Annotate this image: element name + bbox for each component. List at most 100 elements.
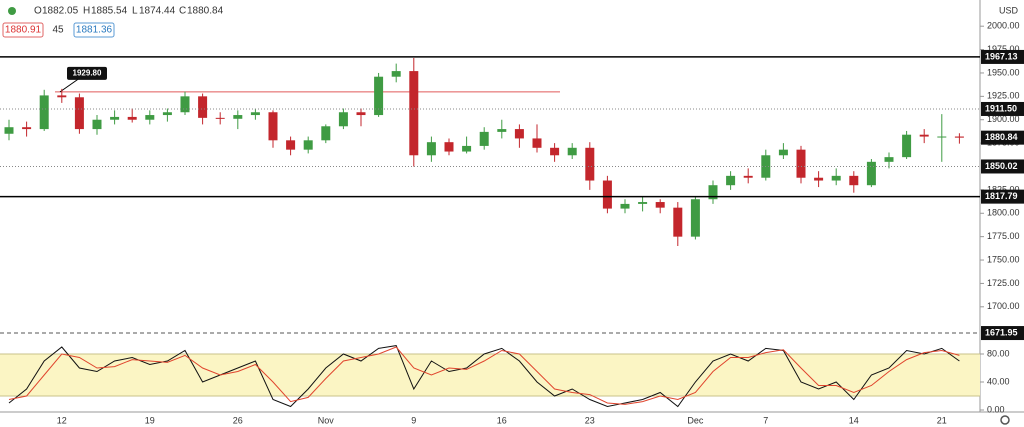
price-tag-label: 1850.02 [985, 161, 1018, 171]
spread: 45 [52, 25, 64, 36]
candle-body [303, 140, 313, 150]
candle-body [92, 119, 102, 130]
y-tick-label: 1725.00 [987, 278, 1020, 288]
y-tick-label: 2000.00 [987, 21, 1020, 31]
candle-body [620, 203, 630, 209]
oscillator-line [8, 345, 960, 408]
price-tag [981, 326, 1024, 341]
candle-body [638, 202, 648, 204]
candle-body [356, 112, 366, 116]
status-dot [8, 7, 16, 15]
gear[interactable] [1000, 415, 1010, 425]
ohlc-value: 1882.05 [42, 6, 79, 17]
price-tag [981, 130, 1024, 145]
candle-body [831, 175, 841, 181]
candle-body [514, 129, 524, 139]
currency: USD [999, 5, 1019, 15]
candle-body [708, 185, 718, 200]
candle-body [215, 117, 225, 119]
ask-box[interactable] [73, 22, 115, 38]
price-tag-label: 1671.95 [985, 327, 1018, 337]
annotation-label: 1929.80 [73, 68, 102, 77]
candle-body [374, 76, 384, 116]
price-tag [981, 49, 1024, 64]
candle-body [462, 145, 472, 152]
ohlc-key: H [83, 6, 90, 17]
x-tick-label: Dec [687, 415, 704, 425]
x-tick-label: 7 [763, 415, 768, 425]
candle-body [198, 96, 208, 118]
price-tag-label: 1911.50 [985, 103, 1017, 113]
price-tag-label: 1967.13 [985, 51, 1018, 61]
candle-body [849, 175, 859, 186]
candle-body [866, 161, 876, 186]
candle-body [162, 112, 172, 116]
candle-body [4, 127, 14, 134]
x-tick-label: 16 [497, 415, 507, 425]
candle-body [796, 149, 806, 178]
candle-body [22, 127, 32, 130]
candle-body [690, 199, 700, 237]
price-tag-label: 1880.84 [985, 132, 1018, 142]
candle-body [479, 131, 489, 146]
candle-body [532, 138, 542, 148]
x-tick-label: 9 [411, 415, 416, 425]
candle-body [602, 180, 612, 209]
band [0, 354, 980, 396]
y-tick-label: 1925.00 [987, 91, 1020, 101]
ohlc-key: C [179, 6, 186, 17]
candle-body [919, 134, 929, 137]
x-tick-label: 14 [849, 415, 859, 425]
candle-body [426, 142, 436, 156]
x-tick-label: 21 [937, 415, 947, 425]
candle-body [902, 134, 912, 158]
ohlc-value: 1880.84 [187, 6, 224, 17]
candle-body [110, 116, 120, 120]
candle-body [391, 71, 401, 77]
candle-body [778, 149, 788, 156]
settings-icon[interactable] [1000, 415, 1010, 425]
ohlc-value: 1885.54 [91, 6, 128, 17]
y-tick-label: 40.00 [987, 376, 1010, 386]
ask: 1881.36 [76, 25, 113, 36]
y-tick-label: 80.00 [987, 348, 1010, 358]
candle-body [145, 115, 155, 120]
candle-body [743, 175, 753, 178]
x-tick-label: 23 [585, 415, 595, 425]
bid-box[interactable] [2, 22, 44, 38]
candle-body [954, 136, 964, 138]
candle-body [884, 157, 894, 162]
ohlc-value: 1874.44 [139, 6, 176, 17]
candle-body [567, 147, 577, 156]
y-tick-label: 0.00 [987, 404, 1005, 414]
y-tick-label: 1900.00 [987, 114, 1020, 124]
candle-body [268, 112, 278, 141]
bid: 1880.91 [5, 25, 42, 36]
candle-body [585, 147, 595, 181]
y-tick-label: 1775.00 [987, 231, 1020, 241]
candle-body [655, 202, 665, 208]
y-tick-label: 1700.00 [987, 301, 1020, 311]
x-tick-label: Nov [318, 415, 335, 425]
ohlc-key: L [132, 6, 138, 17]
y-tick-label: 1800.00 [987, 208, 1020, 218]
candle-body [321, 126, 331, 141]
candle-body [444, 142, 454, 152]
price-tag [981, 159, 1024, 174]
candle-body [286, 140, 296, 150]
candle-body [57, 95, 67, 98]
x-tick-label: 12 [57, 415, 67, 425]
candle-body [233, 115, 243, 119]
oscillator-line [8, 346, 960, 405]
candle-body [550, 147, 560, 156]
candle-body [74, 97, 84, 130]
annotation-pointer [59, 77, 81, 93]
price-tag-label: 1817.79 [985, 191, 1018, 201]
candle-body [814, 177, 824, 181]
ohlc-key: O [34, 6, 42, 17]
candle-body [39, 95, 49, 130]
annotation-box [67, 66, 107, 80]
candle-body [673, 207, 683, 237]
y-tick-label: 1950.00 [987, 67, 1020, 77]
